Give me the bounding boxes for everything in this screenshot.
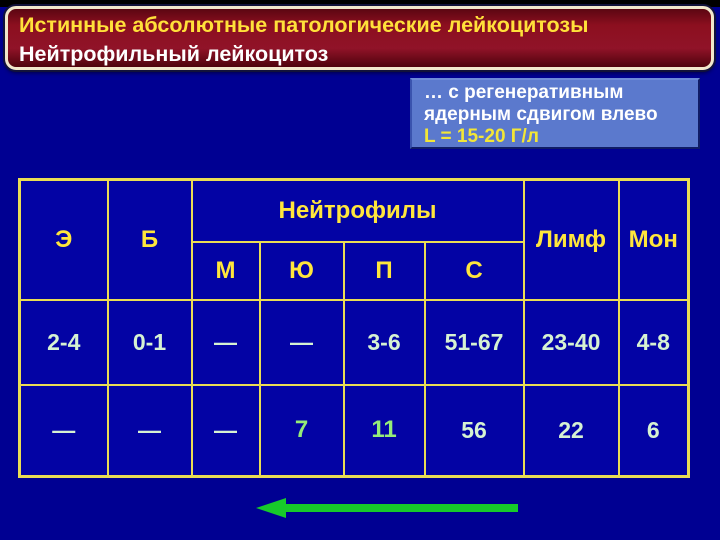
table-cell: 4-8 bbox=[617, 298, 690, 386]
table-cell: — bbox=[18, 383, 109, 478]
note-box: … с регенеративным ядерным сдвигом влево… bbox=[410, 78, 700, 149]
left-arrow-icon bbox=[256, 498, 518, 518]
table-cell: 51-67 bbox=[423, 298, 525, 386]
table-cell: 0-1 bbox=[106, 298, 193, 386]
table-cell: — bbox=[190, 298, 261, 386]
table-row-patient-values: — — — 7 11 56 22 6 bbox=[18, 383, 690, 478]
column-header-segmented: С bbox=[423, 240, 525, 301]
note-line3-leukocyte-count: L = 15-20 Г/л bbox=[424, 126, 539, 147]
note-line2: ядерным сдвигом влево bbox=[424, 104, 658, 125]
table-cell: 22 bbox=[522, 383, 620, 478]
column-header-basophils: Б bbox=[106, 178, 193, 301]
top-black-strip bbox=[0, 0, 720, 7]
slide-title-banner: Истинные абсолютные патологические лейко… bbox=[5, 6, 714, 70]
slide-title-line2: Нейтрофильный лейкоцитоз bbox=[19, 42, 329, 66]
table-cell: 6 bbox=[617, 383, 690, 478]
table-row-norm-range: 2-4 0-1 — — 3-6 51-67 23-40 4-8 bbox=[18, 298, 690, 386]
column-header-eosinophils: Э bbox=[18, 178, 109, 301]
table-cell: — bbox=[190, 383, 261, 478]
table-cell: — bbox=[258, 298, 345, 386]
column-header-metamyelocytes: Ю bbox=[258, 240, 345, 301]
leukocyte-formula-table: Э Б Нейтрофилы Лимф Мон М Ю П С 2-4 0-1 … bbox=[18, 178, 690, 478]
slide-title-line1: Истинные абсолютные патологические лейко… bbox=[19, 13, 589, 37]
table-cell: — bbox=[106, 383, 193, 478]
column-header-myelocytes: М bbox=[190, 240, 261, 301]
header-row-top: Э Б Нейтрофилы Лимф Мон bbox=[18, 178, 690, 301]
column-header-band: П bbox=[342, 240, 426, 301]
column-header-lymphocytes: Лимф bbox=[522, 178, 620, 301]
table-cell: 23-40 bbox=[522, 298, 620, 386]
table-cell: 56 bbox=[423, 383, 525, 478]
table-cell-highlighted: 11 bbox=[342, 383, 426, 478]
header-row-neutrophil-subtypes: М Ю П С bbox=[20, 240, 689, 301]
table-cell-highlighted: 7 bbox=[258, 383, 345, 478]
group-header-neutrophils: Нейтрофилы bbox=[190, 178, 525, 243]
column-header-monocytes: Мон bbox=[617, 178, 690, 301]
table-cell: 3-6 bbox=[342, 298, 426, 386]
note-line1: … с регенеративным bbox=[424, 82, 624, 103]
table-cell: 2-4 bbox=[18, 298, 109, 386]
